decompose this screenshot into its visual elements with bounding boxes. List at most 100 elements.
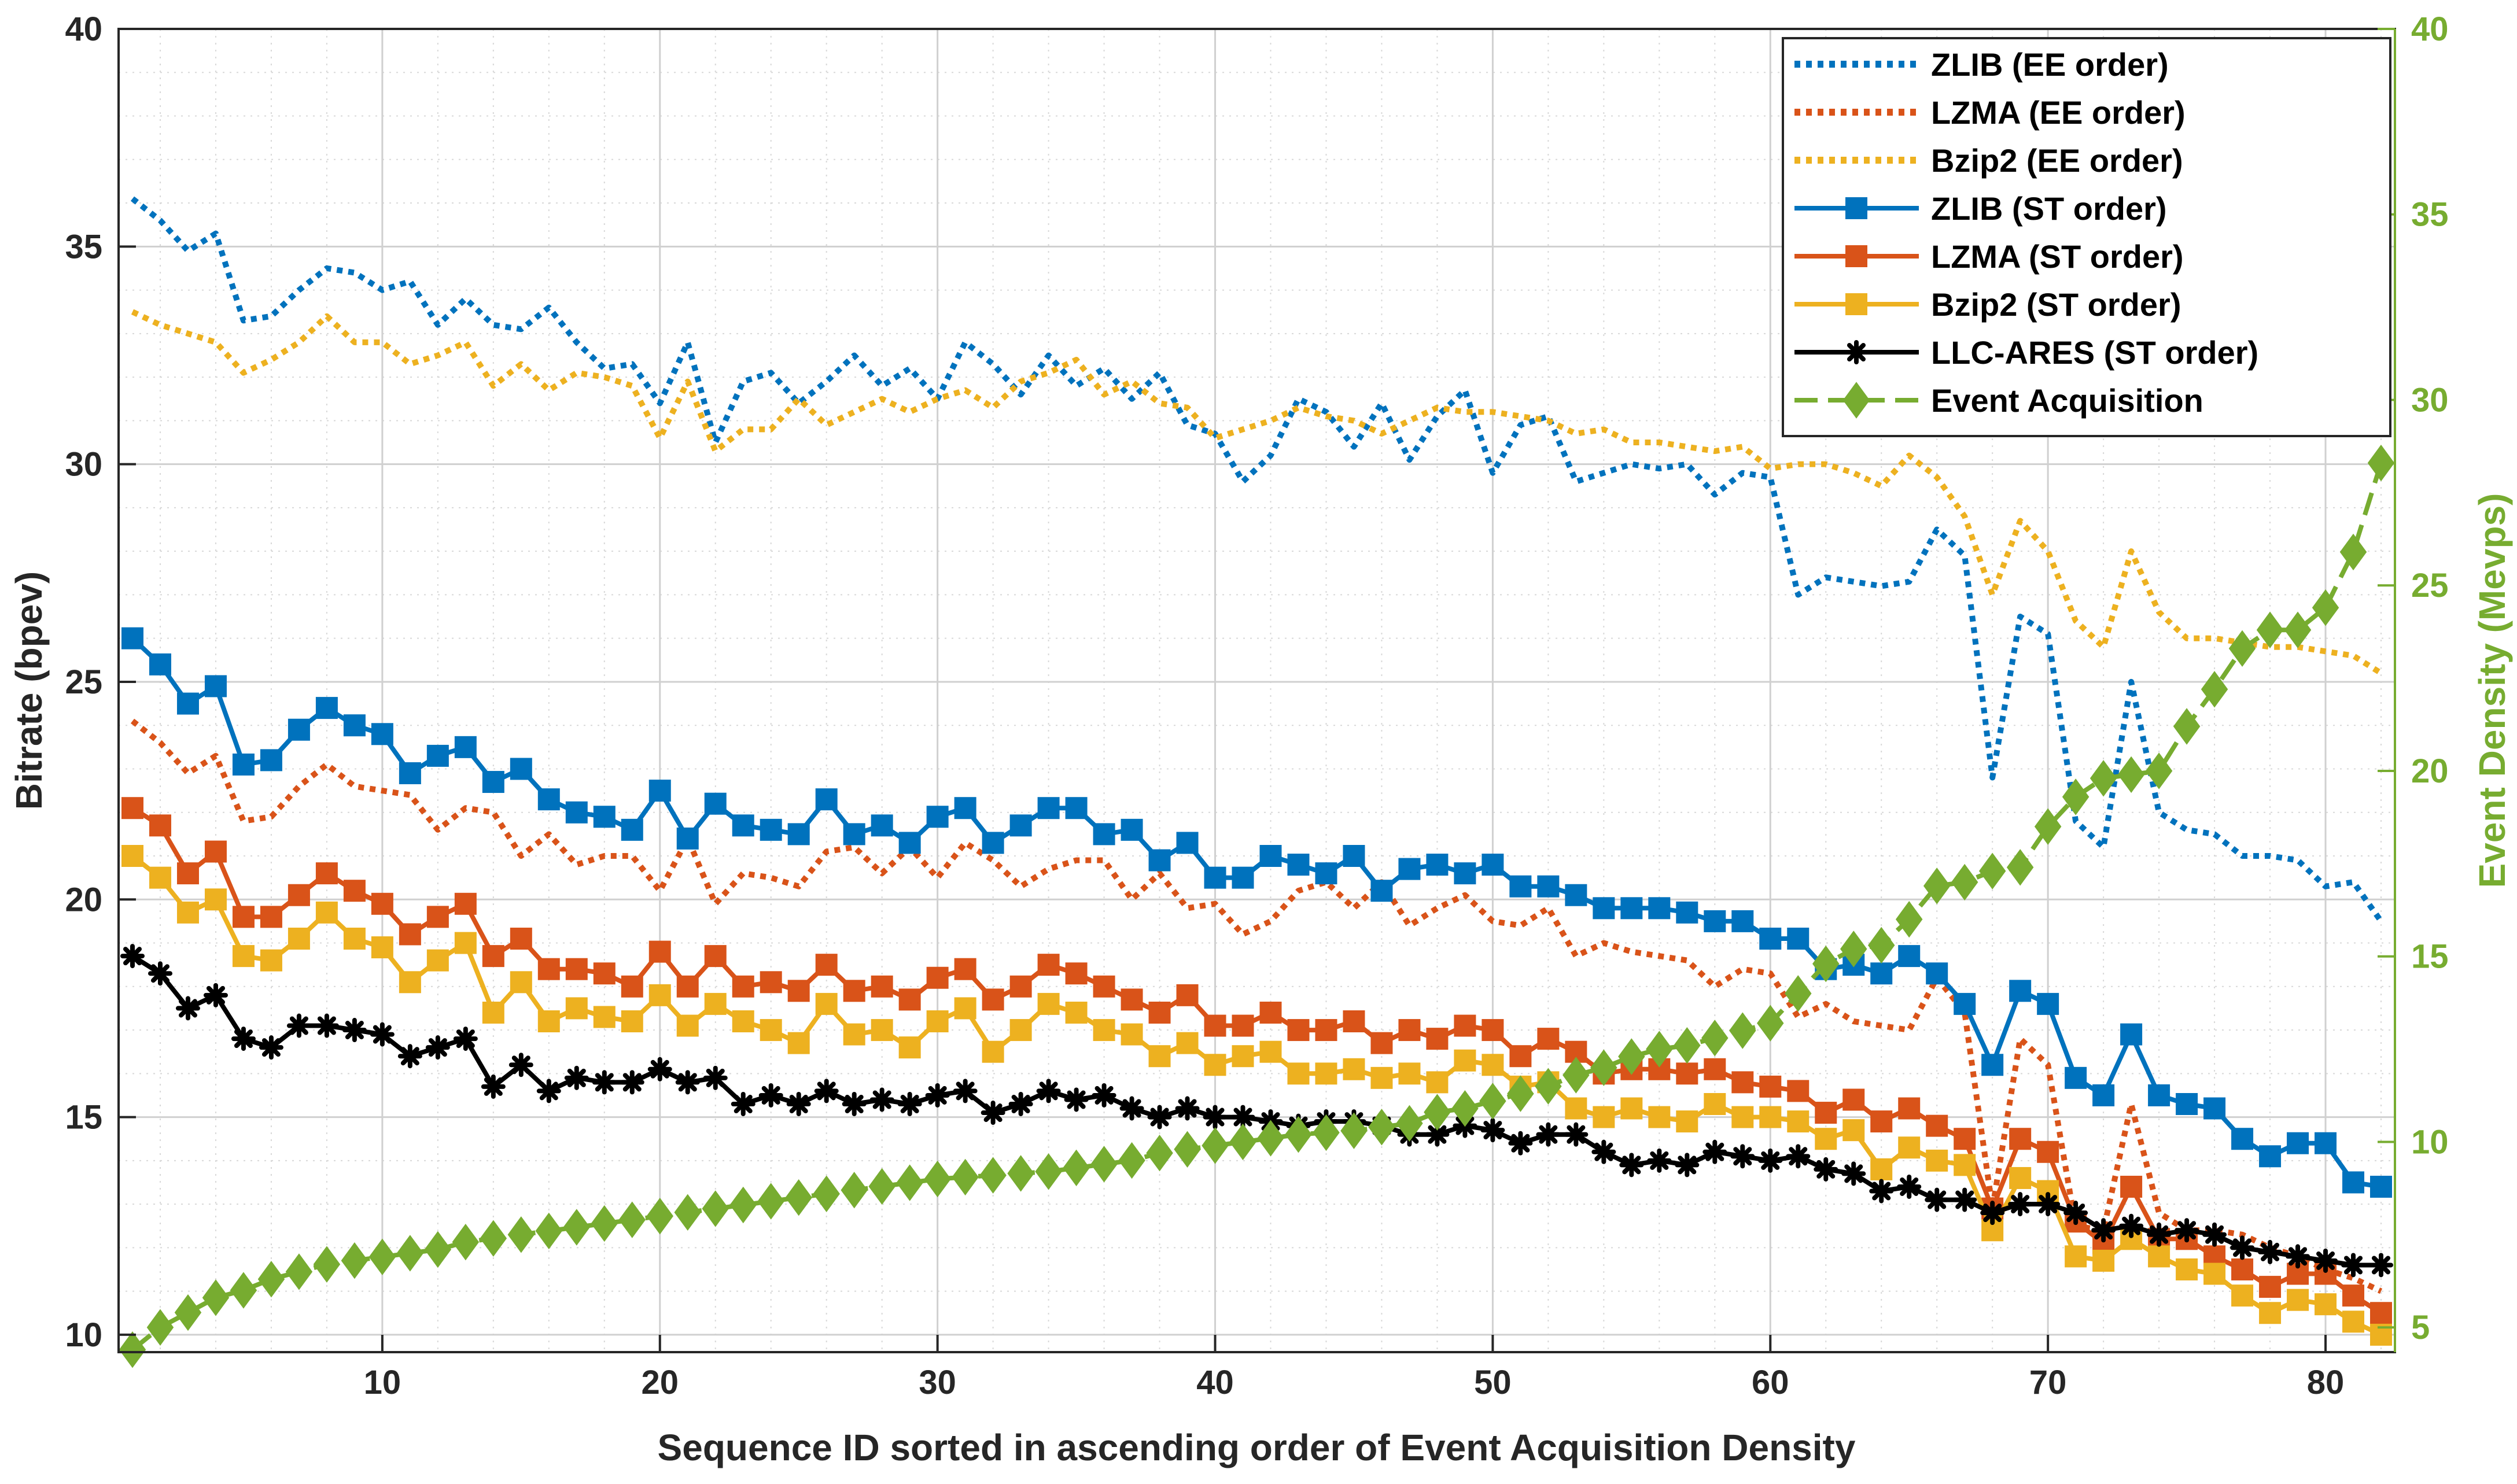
data-point bbox=[815, 992, 838, 1015]
data-point bbox=[2203, 1097, 2226, 1120]
data-point bbox=[1285, 1116, 1312, 1153]
data-point bbox=[2342, 1171, 2365, 1194]
data-point bbox=[175, 996, 200, 1021]
data-point bbox=[1424, 1094, 1451, 1131]
legend-label: LZMA (EE order) bbox=[1931, 94, 2186, 131]
data-point bbox=[426, 949, 449, 972]
data-point bbox=[1121, 1023, 1143, 1046]
data-point bbox=[871, 1019, 893, 1042]
series-layer bbox=[119, 196, 2395, 1368]
data-point bbox=[2231, 1128, 2254, 1150]
tick-layer: 10 20 30 40 50 60 70 80 10 15 20 25 30 35 40 5 10 15 20 25 3… bbox=[65, 10, 2448, 1401]
legend-marker bbox=[1845, 197, 1867, 219]
series-bzip2-st-order bbox=[121, 845, 2393, 1346]
data-point bbox=[593, 962, 616, 985]
data-point bbox=[231, 1027, 256, 1051]
data-point bbox=[1842, 1119, 1865, 1142]
data-point bbox=[1146, 1135, 1173, 1172]
data-point bbox=[2009, 1128, 2032, 1150]
data-point bbox=[2148, 1084, 2170, 1106]
data-point bbox=[202, 1279, 230, 1316]
label-layer: Sequence ID sorted in ascending order of… bbox=[8, 493, 2513, 1468]
data-point bbox=[1368, 1109, 1395, 1146]
data-point bbox=[510, 758, 532, 780]
data-point bbox=[842, 1092, 867, 1116]
data-point bbox=[2370, 1176, 2393, 1198]
data-point bbox=[898, 988, 921, 1011]
series-lzma-ee-order bbox=[130, 718, 2383, 1294]
data-point bbox=[315, 697, 338, 719]
data-point bbox=[1065, 1001, 1088, 1024]
data-point bbox=[1340, 1112, 1368, 1149]
data-point bbox=[1981, 1054, 2004, 1076]
data-point bbox=[813, 1175, 840, 1212]
data-point bbox=[1870, 962, 1893, 985]
y-right-tick-label: 25 bbox=[2411, 567, 2449, 604]
data-point bbox=[621, 818, 643, 841]
legend-item-zlib-ee-order: ZLIB (EE order) bbox=[1794, 46, 2169, 83]
data-point bbox=[2342, 1284, 2365, 1307]
legend-item-lzma-ee-order: LZMA (EE order) bbox=[1794, 94, 2186, 131]
data-point bbox=[2231, 1284, 2254, 1307]
data-point bbox=[396, 1235, 424, 1272]
data-point bbox=[1148, 1001, 1171, 1024]
data-point bbox=[1898, 1136, 1921, 1159]
data-point bbox=[2119, 1213, 2144, 1238]
data-point bbox=[1398, 858, 1421, 880]
data-point bbox=[1593, 1106, 1615, 1128]
legend-label: Bzip2 (ST order) bbox=[1931, 286, 2181, 323]
data-point bbox=[1730, 1144, 1755, 1169]
legend-label: LLC-ARES (ST order) bbox=[1931, 334, 2258, 371]
data-point bbox=[1315, 1062, 1337, 1085]
data-point bbox=[2287, 1289, 2309, 1311]
data-point bbox=[760, 818, 782, 841]
data-point bbox=[1232, 1014, 1254, 1037]
data-point bbox=[1203, 1105, 1228, 1129]
data-point bbox=[399, 923, 421, 946]
data-point bbox=[2342, 1311, 2365, 1333]
data-point bbox=[482, 945, 504, 968]
data-point bbox=[1952, 1187, 1977, 1212]
data-point bbox=[2313, 1248, 2338, 1273]
data-point bbox=[1648, 897, 1671, 920]
data-point bbox=[314, 1013, 339, 1038]
data-point bbox=[1786, 1144, 1811, 1169]
data-point bbox=[2065, 1066, 2087, 1089]
legend-item-zlib-st-order: ZLIB (ST order) bbox=[1794, 190, 2167, 227]
data-point bbox=[315, 862, 338, 885]
legend-box bbox=[1782, 37, 2391, 437]
data-point bbox=[868, 1168, 895, 1205]
series-zlib-st-order bbox=[121, 627, 2393, 1198]
data-point bbox=[260, 906, 282, 928]
data-point bbox=[926, 966, 949, 989]
data-point bbox=[1451, 1090, 1479, 1127]
data-point bbox=[426, 744, 449, 767]
data-point bbox=[1926, 1149, 1948, 1172]
data-point bbox=[480, 1220, 507, 1257]
data-point bbox=[149, 653, 171, 675]
data-point bbox=[1814, 1157, 1838, 1182]
y-axis-right-label: Event Density (Mevps) bbox=[2471, 493, 2513, 888]
data-point bbox=[1923, 867, 1951, 905]
data-point bbox=[1787, 1080, 1810, 1102]
data-point bbox=[1674, 1027, 1701, 1064]
data-point bbox=[1785, 975, 1812, 1012]
data-point bbox=[507, 1216, 535, 1253]
data-point bbox=[1063, 1149, 1090, 1187]
data-point bbox=[2259, 1276, 2282, 1298]
data-point bbox=[1815, 1128, 1837, 1150]
data-point bbox=[954, 958, 976, 980]
data-point bbox=[1620, 897, 1643, 920]
data-point bbox=[565, 997, 588, 1020]
data-point bbox=[729, 1186, 757, 1224]
data-point bbox=[2315, 1132, 2337, 1154]
data-point bbox=[508, 1053, 533, 1077]
data-point bbox=[454, 892, 477, 915]
data-point bbox=[2258, 1239, 2283, 1264]
legend-marker bbox=[1845, 293, 1867, 315]
data-point bbox=[2175, 1218, 2199, 1243]
data-point bbox=[871, 975, 893, 998]
data-point bbox=[343, 928, 366, 950]
data-point bbox=[2089, 760, 2117, 797]
data-point bbox=[288, 928, 310, 950]
